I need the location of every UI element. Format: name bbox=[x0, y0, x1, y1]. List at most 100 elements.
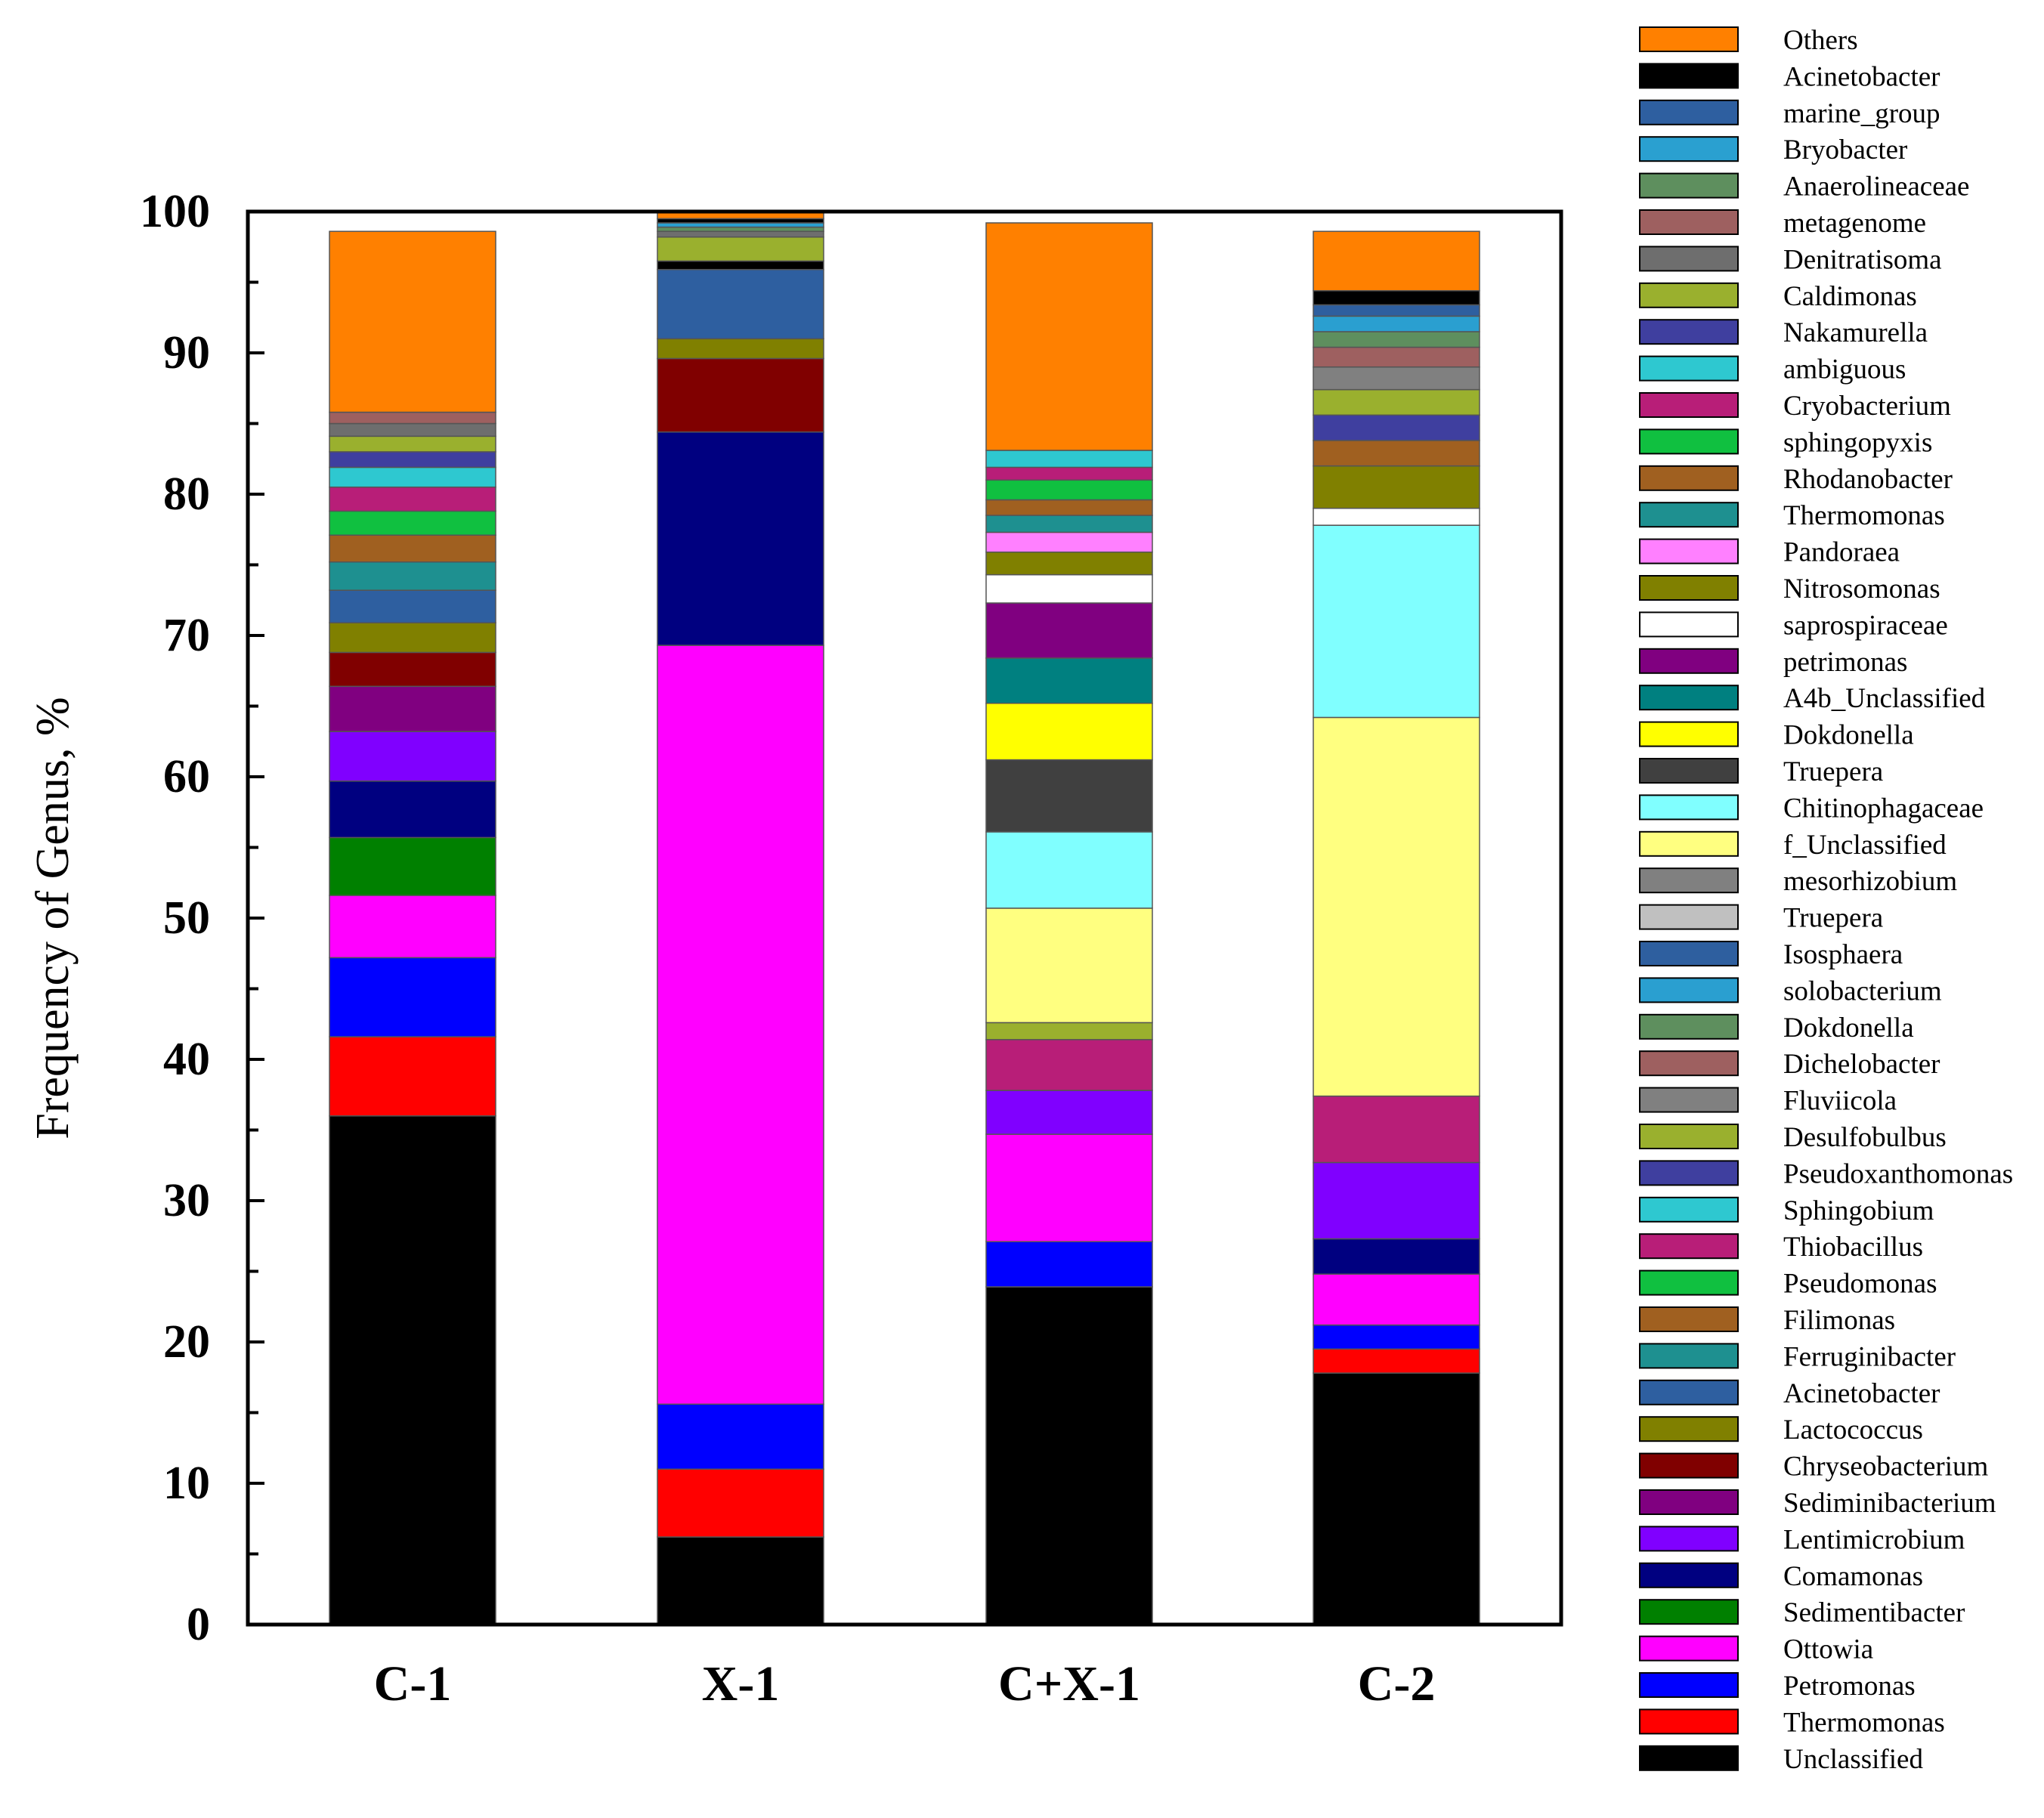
legend-label: Acinetobacter bbox=[1783, 61, 1940, 92]
legend-swatch bbox=[1639, 1562, 1739, 1588]
legend-swatch bbox=[1639, 246, 1739, 272]
y-axis-label: Frequency of Genus, % bbox=[27, 697, 79, 1139]
legend-label: Filimonas bbox=[1783, 1305, 1895, 1336]
bar-segment bbox=[1313, 465, 1480, 509]
legend-label: Comamonas bbox=[1783, 1561, 1923, 1592]
legend-label: Ferruginibacter bbox=[1783, 1341, 1956, 1372]
bar-segment bbox=[329, 451, 496, 468]
bar-segment bbox=[1313, 507, 1480, 526]
legend-label: Bryobacter bbox=[1783, 134, 1907, 165]
legend-label: Anaerolineaceae bbox=[1783, 172, 1969, 203]
y-tick-label: 50 bbox=[163, 892, 210, 944]
bar-segment bbox=[1313, 414, 1480, 441]
legend-label: Nakamurella bbox=[1783, 317, 1928, 348]
bar-segment bbox=[985, 831, 1153, 909]
bar-segment bbox=[1313, 315, 1480, 332]
bar-segment bbox=[1313, 1372, 1480, 1625]
bar-segment bbox=[985, 602, 1153, 659]
legend-swatch bbox=[1639, 1599, 1739, 1625]
bar-segment bbox=[985, 1286, 1153, 1625]
legend-label: sphingopyxis bbox=[1783, 427, 1932, 458]
bar-segment bbox=[1313, 289, 1480, 306]
legend-label: Cryobacterium bbox=[1783, 391, 1951, 422]
legend-swatch bbox=[1639, 282, 1739, 308]
legend-swatch bbox=[1639, 1672, 1739, 1698]
legend-swatch bbox=[1639, 611, 1739, 638]
bar-segment bbox=[657, 431, 824, 646]
bar-segment bbox=[329, 561, 496, 591]
legend-label: Others bbox=[1783, 25, 1858, 56]
bar-segment bbox=[657, 226, 824, 232]
bar-segment bbox=[329, 466, 496, 488]
legend-swatch bbox=[1639, 355, 1739, 382]
legend-swatch bbox=[1639, 1050, 1739, 1077]
bar-segment bbox=[657, 268, 824, 340]
legend-label: Sediminibacterium bbox=[1783, 1488, 1996, 1519]
bar-segment bbox=[657, 222, 824, 228]
bar-segment bbox=[657, 236, 824, 262]
legend-label: Pseudomonas bbox=[1783, 1269, 1937, 1300]
legend-swatch bbox=[1639, 502, 1739, 528]
legend-label: Desulfobulbus bbox=[1783, 1122, 1947, 1153]
legend-swatch bbox=[1639, 1635, 1739, 1662]
y-tick-label: 10 bbox=[163, 1458, 210, 1509]
bar-segment bbox=[329, 651, 496, 688]
legend-label: A4b_Unclassified bbox=[1783, 683, 1986, 714]
legend-swatch bbox=[1639, 136, 1739, 162]
bar-segment bbox=[985, 1039, 1153, 1091]
legend-swatch bbox=[1639, 1489, 1739, 1515]
legend-label: Acinetobacter bbox=[1783, 1378, 1940, 1409]
bar-segment bbox=[1313, 230, 1480, 292]
legend-label: Pandoraea bbox=[1783, 537, 1900, 568]
legend-swatch bbox=[1639, 209, 1739, 235]
legend-swatch bbox=[1639, 1526, 1739, 1552]
bar-segment bbox=[329, 895, 496, 959]
bar-segment bbox=[657, 1468, 824, 1538]
legend-label: Chitinophagaceae bbox=[1783, 793, 1984, 824]
bar-segment bbox=[985, 222, 1153, 451]
legend-swatch bbox=[1639, 1416, 1739, 1442]
legend-label: metagenome bbox=[1783, 208, 1926, 239]
legend-swatch bbox=[1639, 63, 1739, 89]
bar-segment bbox=[657, 218, 824, 224]
bar-segment bbox=[329, 780, 496, 839]
bar-segment bbox=[329, 957, 496, 1037]
bar-segment bbox=[985, 703, 1153, 761]
bar-segment bbox=[985, 1133, 1153, 1242]
legend-label: Denitratisoma bbox=[1783, 244, 1942, 275]
bar-segment bbox=[985, 466, 1153, 481]
bar-segment bbox=[985, 1022, 1153, 1040]
legend-swatch bbox=[1639, 465, 1739, 491]
legend-label: Dichelobacter bbox=[1783, 1049, 1940, 1080]
legend-label: Chryseobacterium bbox=[1783, 1452, 1988, 1483]
legend-label: solobacterium bbox=[1783, 975, 1942, 1006]
bar-segment bbox=[985, 499, 1153, 516]
bar-segment bbox=[329, 230, 496, 413]
bar-segment bbox=[1313, 1095, 1480, 1164]
bar-segment bbox=[1313, 1273, 1480, 1326]
legend-label: Thermomonas bbox=[1783, 500, 1945, 531]
bar-segment bbox=[657, 338, 824, 360]
bar-segment bbox=[657, 1536, 824, 1625]
legend-swatch bbox=[1639, 830, 1739, 857]
bar-segment bbox=[329, 435, 496, 453]
bar-segment bbox=[985, 515, 1153, 533]
legend-label: Truepera bbox=[1783, 903, 1883, 934]
legend-swatch bbox=[1639, 1379, 1739, 1405]
bar-segment bbox=[329, 836, 496, 896]
legend-swatch bbox=[1639, 1233, 1739, 1260]
legend-label: Rhodanobacter bbox=[1783, 464, 1953, 495]
bar-segment bbox=[1313, 716, 1480, 1097]
bar-segment bbox=[985, 531, 1153, 553]
bar-segment bbox=[1313, 346, 1480, 368]
y-tick-label: 60 bbox=[163, 751, 210, 802]
bar-segment bbox=[985, 1090, 1153, 1135]
legend-swatch bbox=[1639, 392, 1739, 418]
bar-segment bbox=[329, 622, 496, 654]
legend-swatch bbox=[1639, 1306, 1739, 1332]
legend-swatch bbox=[1639, 1160, 1739, 1186]
legend-label: Sphingobium bbox=[1783, 1195, 1934, 1226]
axes-layer: C-1 X-1 C+X-1 C-2 0 10 20 30 40 50 60 70 80 90 100 Freq… bbox=[27, 186, 1563, 1711]
legend-swatch bbox=[1639, 1452, 1739, 1479]
